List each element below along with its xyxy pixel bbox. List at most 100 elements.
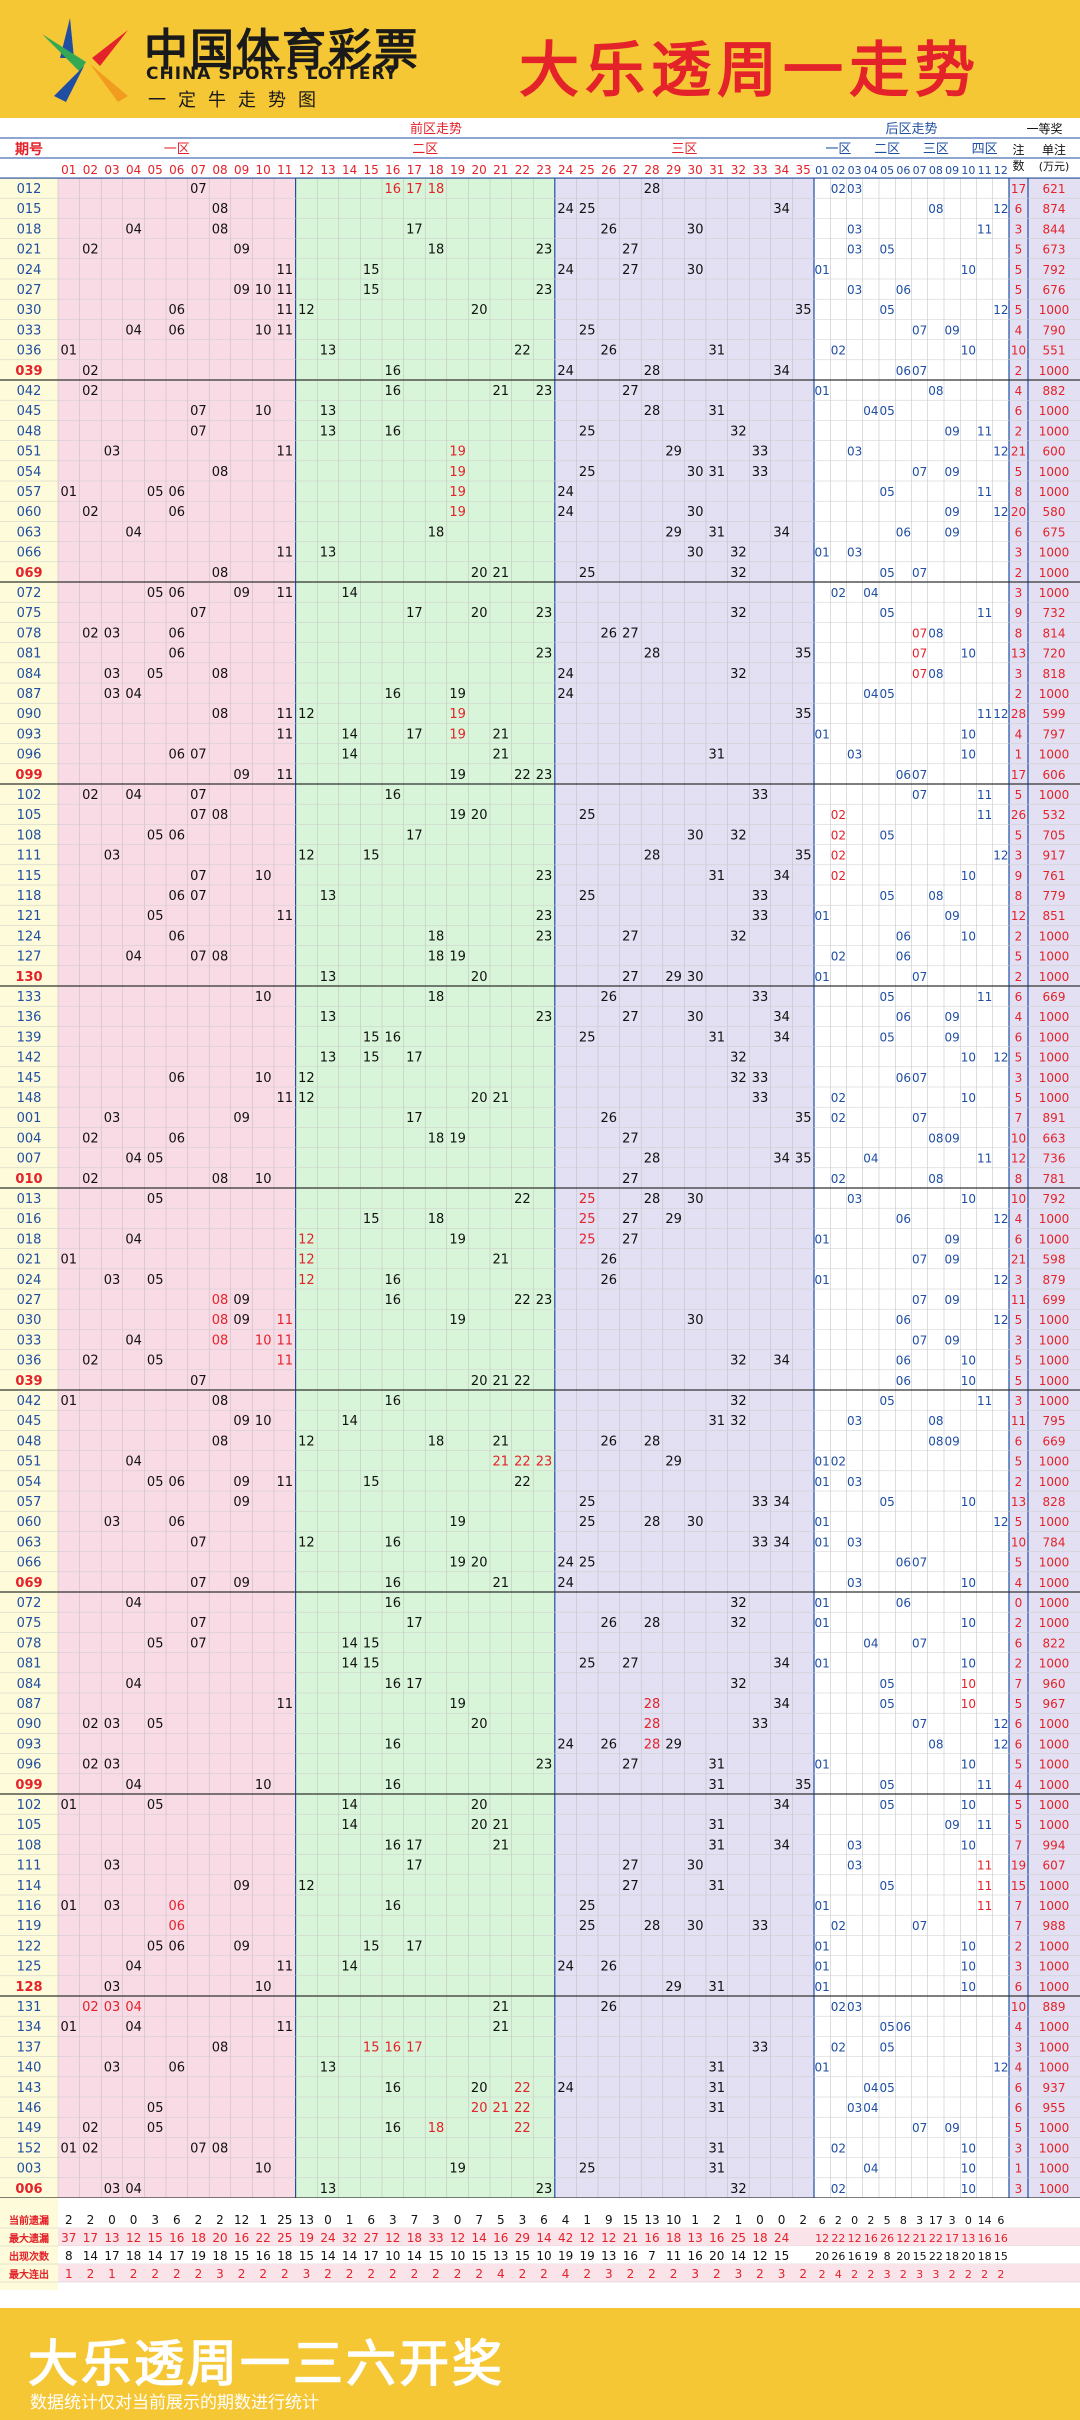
prize-amount: 792 (1043, 1192, 1066, 1206)
prize-amount: 792 (1043, 263, 1066, 277)
front-ball: 05 (147, 586, 164, 601)
winner-count: 8 (1015, 626, 1023, 640)
winner-count: 6 (1015, 1434, 1023, 1448)
back-ball: 07 (912, 970, 927, 984)
front-number-header: 20 (472, 163, 487, 177)
front-ball: 24 (557, 1737, 574, 1752)
issue-number: 114 (17, 1879, 42, 1894)
front-ball: 34 (773, 1030, 790, 1045)
back-ball: 03 (847, 1414, 862, 1428)
front-ball: 29 (665, 970, 682, 985)
front-ball: 30 (687, 546, 704, 561)
stats-front-value: 42 (558, 2231, 573, 2245)
back-ball: 06 (896, 1212, 911, 1226)
prize-amount: 1000 (1039, 1737, 1070, 1751)
front-ball: 04 (125, 222, 142, 237)
stats-front-value: 2 (475, 2267, 483, 2281)
front-ball: 08 (212, 1434, 229, 1449)
front-ball: 34 (773, 1495, 790, 1510)
winner-count: 5 (1015, 1354, 1023, 1368)
front-ball: 08 (212, 465, 229, 480)
front-ball: 10 (255, 2162, 272, 2177)
front-ball: 19 (449, 1313, 466, 1328)
front-ball: 28 (644, 1616, 661, 1631)
front-ball: 31 (709, 1030, 726, 1045)
front-ball: 01 (61, 1798, 78, 1813)
front-ball: 35 (795, 849, 812, 864)
front-zone-header: 前区走势 (410, 121, 462, 137)
issue-number: 066 (17, 546, 42, 561)
back-ball: 07 (912, 626, 927, 640)
back-ball: 12 (993, 1212, 1008, 1226)
front-ball: 12 (298, 1535, 315, 1550)
prize-header: 一等奖 (1026, 122, 1062, 136)
front-ball: 06 (169, 647, 186, 662)
winner-count: 7 (1015, 1677, 1023, 1691)
stats-front-value: 19 (580, 2249, 595, 2263)
front-ball: 04 (125, 687, 142, 702)
amount-header: (万元) (1039, 160, 1070, 173)
stats-front-value: 16 (623, 2249, 638, 2263)
front-ball: 21 (493, 1455, 510, 1470)
back-ball: 05 (879, 1030, 894, 1044)
stats-front-value: 3 (389, 2213, 397, 2227)
front-ball: 31 (709, 748, 726, 763)
stats-front-value: 1 (346, 2213, 354, 2227)
front-ball: 11 (277, 323, 294, 338)
back-ball: 11 (977, 1859, 992, 1873)
front-ball: 23 (536, 1455, 553, 1470)
back-ball: 09 (944, 1818, 959, 1832)
front-ball: 21 (493, 748, 510, 763)
stats-back-value: 2 (900, 2268, 907, 2281)
front-ball: 34 (773, 202, 790, 217)
stats-front-value: 15 (234, 2249, 249, 2263)
back-ball: 09 (944, 1010, 959, 1024)
back-ball: 06 (896, 283, 911, 297)
front-ball: 16 (385, 1030, 402, 1045)
back-ball: 02 (831, 2000, 846, 2014)
back-ball: 01 (814, 1596, 829, 1610)
back-ball: 07 (912, 1556, 927, 1570)
issue-number: 057 (17, 1495, 42, 1510)
stats-front-value: 16 (688, 2249, 703, 2263)
winner-count: 2 (1015, 1657, 1023, 1671)
front-ball: 24 (557, 505, 574, 520)
front-number-header: 05 (148, 163, 163, 177)
back-ball: 12 (993, 505, 1008, 519)
front-ball: 09 (233, 1293, 250, 1308)
prize-amount: 1000 (1039, 1515, 1070, 1529)
issue-number: 148 (17, 1091, 42, 1106)
back-ball: 01 (814, 1899, 829, 1913)
issue-number: 115 (17, 869, 42, 884)
front-number-header: 21 (493, 163, 508, 177)
prize-amount: 669 (1043, 990, 1066, 1004)
back-ball: 01 (814, 909, 829, 923)
back-ball: 10 (961, 344, 976, 358)
back-ball: 05 (879, 485, 894, 499)
winner-count: 0 (1015, 1596, 1023, 1610)
front-ball: 23 (536, 647, 553, 662)
winner-count: 2 (1015, 687, 1023, 701)
back-ball: 01 (814, 1273, 829, 1287)
front-ball: 13 (320, 546, 337, 561)
front-ball: 31 (709, 1758, 726, 1773)
front-ball: 04 (125, 1152, 142, 1167)
front-ball: 22 (514, 2081, 531, 2096)
front-ball: 07 (190, 1535, 207, 1550)
front-ball: 17 (406, 222, 423, 237)
stats-back-value: 4 (835, 2268, 842, 2281)
front-ball: 29 (665, 1455, 682, 1470)
stats-back-value: 2 (965, 2268, 972, 2281)
prize-amount: 955 (1043, 2101, 1066, 2115)
front-ball: 33 (752, 990, 769, 1005)
front-number-header: 19 (450, 163, 465, 177)
winner-count: 19 (1011, 1859, 1026, 1873)
back-number-header: 05 (880, 164, 894, 177)
front-ball: 15 (363, 263, 380, 278)
back-ball: 11 (977, 485, 992, 499)
stats-back-value: 2 (835, 2214, 842, 2227)
front-ball: 13 (320, 1010, 337, 1025)
brand-name-en: CHINA SPORTS LOTTERY (146, 64, 398, 84)
count-header: 数 (1012, 158, 1024, 173)
issue-number: 024 (17, 263, 42, 278)
